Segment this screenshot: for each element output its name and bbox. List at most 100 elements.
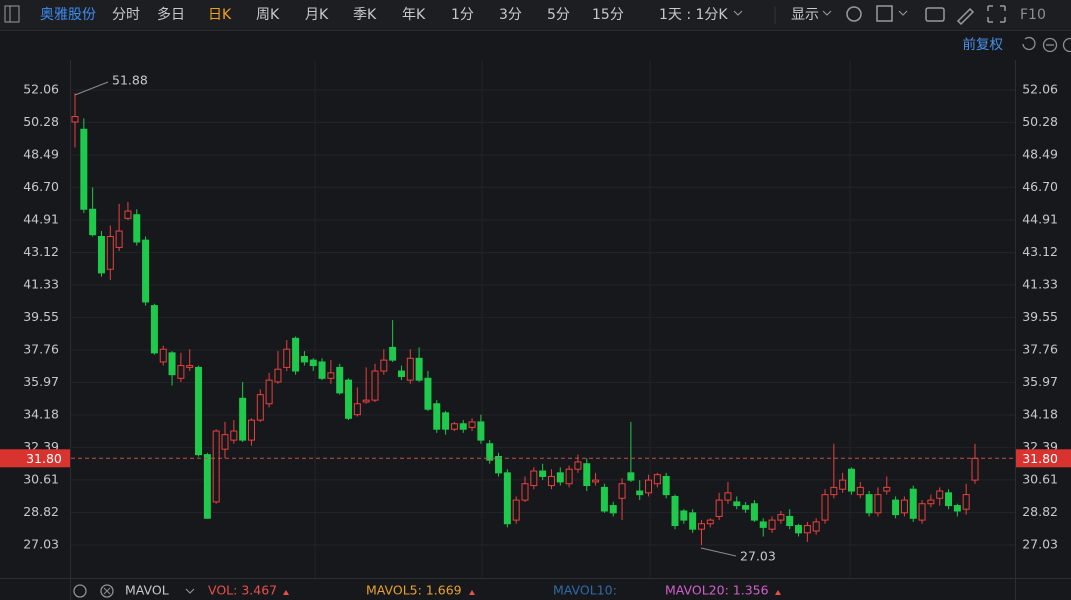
interval-select[interactable]: 1天 : 1分K — [659, 7, 728, 23]
candle-body — [512, 499, 520, 521]
candle-body — [839, 479, 847, 490]
y-tick-label-right: 48.49 — [1022, 146, 1058, 161]
candle-body — [450, 423, 458, 430]
price-tag-right — [1016, 449, 1071, 468]
period-tab[interactable]: 分时 — [112, 7, 140, 23]
candle-body — [300, 355, 308, 363]
y-tick-label-left: 30.61 — [23, 471, 59, 486]
candle-body — [345, 379, 353, 419]
candle-body — [142, 239, 150, 303]
candle-body — [830, 486, 838, 496]
sidebar-icon[interactable] — [4, 5, 20, 23]
period-tab[interactable]: 年K — [402, 7, 426, 23]
settings-icon[interactable] — [846, 6, 862, 22]
zoom-in-icon[interactable] — [1062, 37, 1071, 53]
y-tick-label-left: 43.12 — [23, 244, 59, 259]
candle-body — [733, 501, 741, 507]
candle-body — [168, 352, 176, 376]
candle-body — [521, 483, 529, 501]
candle-body — [89, 208, 97, 236]
candle-body — [256, 394, 264, 421]
y-tick-label-right: 34.18 — [1022, 407, 1058, 422]
display-menu[interactable]: 显示 — [791, 7, 819, 23]
candle-body — [424, 377, 432, 410]
min-annotation: 27.03 — [740, 549, 776, 564]
candle-body — [883, 486, 891, 492]
period-tab[interactable]: 5分 — [547, 7, 570, 23]
candle-body — [80, 128, 88, 210]
period-tab[interactable]: 周K — [256, 7, 280, 23]
candle-body — [97, 236, 105, 274]
period-tab[interactable]: 多日 — [157, 6, 185, 23]
candle-body — [715, 499, 723, 517]
period-tab[interactable]: 1分 — [451, 7, 474, 23]
candle-body — [821, 494, 829, 521]
up-arrow — [469, 590, 475, 595]
adjust-button[interactable]: 前复权 — [963, 36, 1004, 53]
pen-icon[interactable] — [956, 7, 975, 26]
candle-body — [247, 419, 255, 441]
stock-name[interactable]: 奥雅股份 — [40, 6, 96, 23]
camera-icon[interactable] — [925, 7, 945, 22]
period-tab[interactable]: 日K — [208, 7, 232, 23]
candle-body — [115, 230, 123, 248]
candle-body — [186, 365, 194, 368]
undo-icon[interactable] — [1022, 36, 1036, 51]
y-tick-label-left: 39.55 — [23, 309, 59, 324]
max-leader — [74, 81, 109, 96]
indicator-mavol5: MAVOL5: 1.669 — [366, 583, 462, 598]
candle-body — [503, 472, 511, 525]
candle-body — [918, 503, 926, 521]
y-tick-label-left: 28.82 — [23, 504, 59, 519]
candle-body — [777, 514, 785, 521]
candle-body — [389, 346, 397, 361]
candle-body — [645, 479, 653, 494]
candle-body — [795, 525, 803, 534]
vertical-grid — [314, 60, 851, 578]
candle-body — [565, 468, 573, 485]
fullscreen-icon[interactable] — [987, 5, 1006, 23]
indicator-mavol10: MAVOL10: — [553, 583, 617, 598]
y-tick-label-left: 52.06 — [23, 81, 59, 96]
period-tab[interactable]: 3分 — [499, 7, 522, 23]
candle-body — [397, 370, 405, 377]
candle-body — [106, 236, 114, 270]
y-tick-label-right: 37.76 — [1022, 341, 1058, 356]
candle-body — [892, 499, 900, 516]
candle-body — [653, 474, 661, 485]
period-tab[interactable]: 季K — [353, 7, 377, 23]
y-tick-label-right: 44.91 — [1022, 211, 1058, 226]
price-label-right: 31.80 — [1022, 451, 1058, 466]
candle-body — [556, 472, 564, 483]
zoom-out-icon[interactable] — [1042, 37, 1058, 53]
period-tab[interactable]: 15分 — [592, 7, 624, 23]
box-icon[interactable] — [876, 5, 893, 22]
candle-body — [592, 479, 600, 483]
indicator-name[interactable]: MAVOL — [125, 583, 169, 598]
candle-body — [195, 366, 203, 456]
y-tick-label-left: 50.28 — [23, 114, 59, 129]
candle-body — [212, 430, 220, 503]
price-tag-left — [0, 449, 70, 468]
y-tick-label-left: 44.91 — [23, 211, 59, 226]
indicator-settings[interactable] — [73, 584, 87, 598]
candle-body — [671, 495, 679, 527]
candle-body — [283, 348, 291, 368]
f10-button[interactable]: F10 — [1020, 7, 1046, 23]
y-tick-label-left: 41.33 — [23, 277, 59, 292]
candles — [71, 93, 979, 546]
candle-body — [812, 521, 820, 532]
candle-body — [909, 488, 917, 519]
y-tick-label-right: 43.12 — [1022, 244, 1058, 259]
candle-body — [477, 421, 485, 441]
up-arrow — [283, 590, 289, 595]
candle-body — [971, 457, 979, 481]
y-tick-label-right: 35.97 — [1022, 374, 1058, 389]
indicator-close[interactable] — [100, 584, 114, 598]
period-tab[interactable]: 月K — [305, 7, 329, 23]
candle-body — [221, 434, 229, 450]
candle-body — [362, 399, 370, 403]
candle-body — [309, 359, 317, 367]
candle-body — [124, 210, 132, 219]
